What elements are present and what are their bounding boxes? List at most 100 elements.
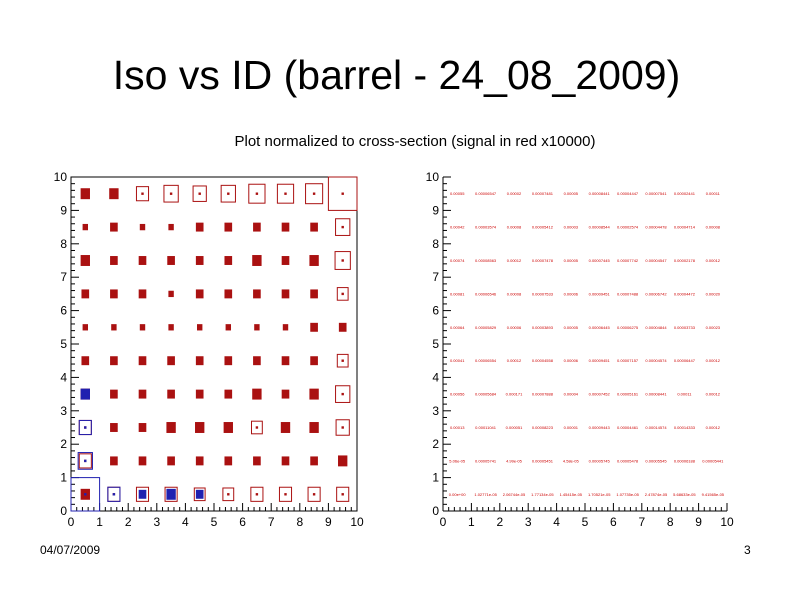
left-chart-signal-box xyxy=(195,422,205,433)
right-chart-y-tick-label: 5 xyxy=(432,337,439,351)
right-chart-cell-label: 0.00041 xyxy=(450,358,465,363)
left-chart-signal-box-center xyxy=(198,192,201,195)
left-chart-signal-box xyxy=(138,356,147,366)
left-chart-signal-box-center xyxy=(255,426,259,429)
left-chart-signal-box xyxy=(335,218,351,236)
left-chart-signal-box xyxy=(309,422,319,433)
right-chart-cell-label: 0.00008441 xyxy=(645,392,667,397)
right-chart-cell-label: 0.00006 xyxy=(507,325,522,330)
left-chart-signal-box xyxy=(253,356,261,366)
right-chart-cell-label: 0.00007478 xyxy=(532,258,554,263)
left-chart-signal-box xyxy=(281,222,290,232)
left-chart-signal-box xyxy=(310,222,318,232)
left-chart-signal-box xyxy=(138,456,147,466)
right-chart-cell-label: 0.00007157 xyxy=(617,358,639,363)
left-chart-signal-box xyxy=(163,184,179,203)
left-chart-x-tick-label: 8 xyxy=(296,515,303,529)
right-chart-x-tick-label: 6 xyxy=(610,515,617,529)
right-chart-cell-label: 0.00003893 xyxy=(532,325,554,330)
left-chart-x-tick-label: 3 xyxy=(153,515,160,529)
right-chart-cell-label: 0.00002574 xyxy=(617,225,639,230)
right-chart-y-tick-label: 7 xyxy=(432,270,439,284)
right-chart-y-tick-label: 4 xyxy=(432,370,439,384)
right-chart-y-tick-label: 6 xyxy=(432,304,439,318)
left-chart-background-box-center xyxy=(84,426,87,429)
left-chart-signal-box xyxy=(253,289,261,299)
right-chart-cell-label: 0.00007533 xyxy=(532,291,554,296)
left-chart-signal-box xyxy=(195,456,204,466)
left-chart-y-tick-label: 9 xyxy=(60,203,67,217)
left-chart-signal-box-center xyxy=(141,192,144,195)
left-chart-y-tick-label: 4 xyxy=(60,370,67,384)
right-chart-cell-label: 0.00008 xyxy=(706,225,721,230)
left-chart-signal-box xyxy=(250,486,264,502)
right-chart-cell-label: 0.00004472 xyxy=(674,291,696,296)
left-chart-signal-box xyxy=(223,422,233,433)
left-chart-signal-box xyxy=(253,222,261,232)
right-chart-x-tick-label: 3 xyxy=(525,515,532,529)
left-chart-signal-box xyxy=(224,256,233,265)
left-chart-background-box xyxy=(80,388,90,400)
right-chart-cell-label: 0.00012 xyxy=(706,358,721,363)
right-chart-cell-label: 0.00011 xyxy=(677,392,692,397)
right-chart-cell-label: 4.58e-05 xyxy=(563,458,580,463)
left-chart-background-box xyxy=(138,489,147,499)
right-chart-cell-label: 2.47874e-05 xyxy=(645,492,668,497)
right-chart-cell-label: 0.00002 xyxy=(507,191,522,196)
right-chart-cell-label: 0.00006275 xyxy=(617,325,639,330)
left-chart-signal-box xyxy=(309,388,319,400)
right-chart-cell-label: 5.06e-05 xyxy=(449,458,466,463)
right-chart-cell-label: 0.00004547 xyxy=(645,258,667,263)
left-chart-signal-box xyxy=(195,289,204,299)
right-chart-cell-label: 0.00e+00 xyxy=(449,492,467,497)
left-chart-signal-box xyxy=(252,388,262,400)
left-chart-signal-box xyxy=(81,289,90,299)
left-chart-signal-box xyxy=(335,419,350,436)
left-chart-signal-box-center xyxy=(227,493,230,496)
left-chart-signal-box xyxy=(327,176,358,211)
right-chart-cell-label: 0.00005741 xyxy=(475,458,497,463)
left-chart-signal-box xyxy=(338,322,347,332)
left-chart-signal-box xyxy=(80,188,90,200)
left-chart-signal-box xyxy=(280,422,291,433)
left-chart-signal-box xyxy=(135,486,150,502)
right-chart-cell-label: 0.00012 xyxy=(706,258,721,263)
left-chart-signal-box-center xyxy=(341,493,344,496)
right-chart-cell-label: 4.99e-05 xyxy=(506,458,523,463)
iso-vs-id-text-histogram: 0 1 2 3 4 5 6 7 8 9 10 0 1 2 3 4 5 6 7 8 9 10 0.00e+00 1.02771e… xyxy=(426,170,734,529)
left-chart-signal-box xyxy=(167,356,175,366)
right-chart-cell-label: 1.07735e-05 xyxy=(616,492,639,497)
left-chart-signal-box xyxy=(281,289,290,299)
right-chart-cell-label: 0.00002178 xyxy=(674,258,696,263)
left-chart-signal-box xyxy=(167,256,175,265)
right-chart-x-tick-label: 9 xyxy=(695,515,702,529)
left-chart-x-tick-label: 6 xyxy=(239,515,246,529)
right-chart-cell-label: 0.00074 xyxy=(450,258,465,263)
right-chart-cell-label: 0.00009451 xyxy=(589,358,611,363)
right-chart-cell-label: 0.00004461 xyxy=(617,425,639,430)
right-chart-x-tick-label: 7 xyxy=(638,515,645,529)
right-chart-cell-label: 0.00004844 xyxy=(645,325,667,330)
right-chart-cell-label: 0.00013 xyxy=(450,425,465,430)
left-chart-signal-box xyxy=(138,389,147,399)
right-chart-cell-label: 0.00004558 xyxy=(532,358,554,363)
right-chart-cell-label: 0.00001 xyxy=(564,425,579,430)
left-chart-x-tick-label: 10 xyxy=(350,515,364,529)
right-chart-cell-label: 0.00006188 xyxy=(674,458,696,463)
left-chart-signal-box xyxy=(310,289,318,299)
slide-title: Iso vs ID (barrel - 24_08_2009) xyxy=(112,52,681,98)
right-chart-cell-label: 0.00081 xyxy=(450,291,465,296)
right-chart-x-tick-label: 2 xyxy=(496,515,503,529)
right-chart-cell-label: 0.00005451 xyxy=(532,458,554,463)
left-chart-signal-box xyxy=(167,456,175,466)
right-chart-x-tick-label: 0 xyxy=(440,515,447,529)
right-chart-x-tick-label: 8 xyxy=(667,515,674,529)
left-chart-signal-box xyxy=(82,324,89,331)
left-chart-signal-box xyxy=(196,324,203,331)
left-chart-signal-box xyxy=(138,423,147,432)
right-chart-cell-label: 1.45415e-05 xyxy=(560,492,583,497)
right-chart-cell-label: 0.00002441 xyxy=(674,191,696,196)
left-chart-signal-box-center xyxy=(341,392,344,396)
page-number: 3 xyxy=(744,543,751,557)
left-chart-x-tick-label: 7 xyxy=(268,515,275,529)
